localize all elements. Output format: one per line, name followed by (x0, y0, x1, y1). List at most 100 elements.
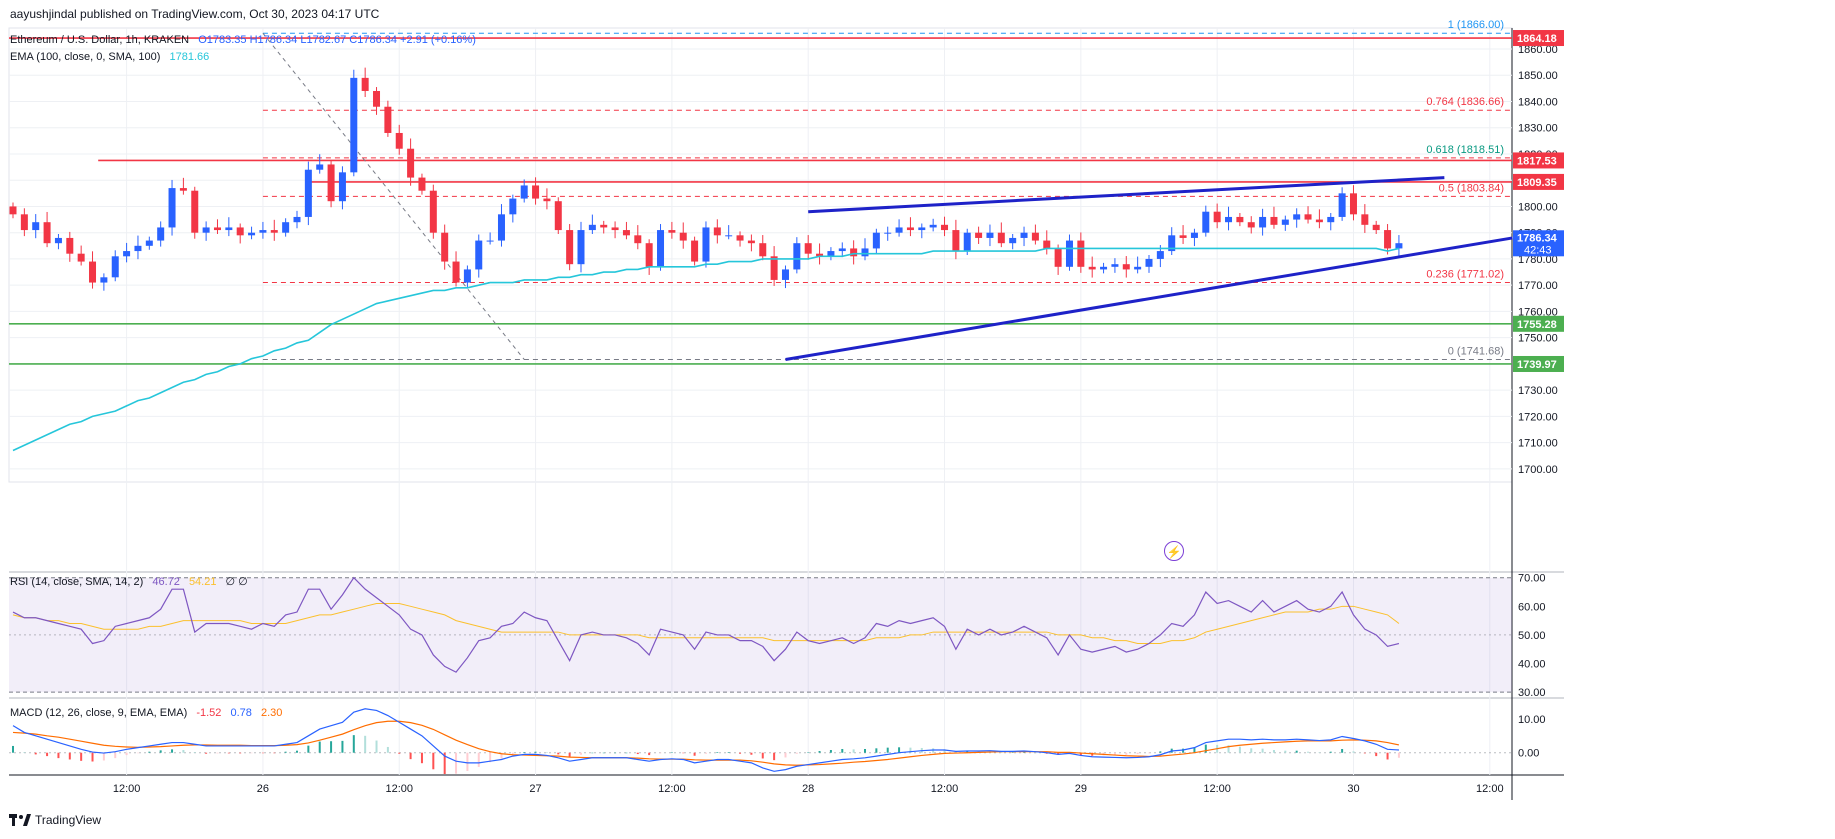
macd-histogram-bar (568, 752, 571, 757)
fibonacci-retracement: 1 (1866.00) 0.764 (1836.66) 0.618 (1818.51… (262, 19, 1512, 360)
rsi-tick-label: 30.00 (1518, 687, 1546, 699)
macd-histogram-bar (216, 752, 219, 754)
price-tick-label: 1720.00 (1518, 411, 1558, 423)
candle-body (134, 245, 142, 252)
macd-signal-value: 2.30 (260, 707, 283, 719)
macd-histogram-bar (807, 752, 810, 753)
candle-body (543, 198, 551, 202)
macd-histogram-bar (341, 740, 344, 753)
candle-body (497, 214, 505, 241)
macd-histogram-bar (875, 748, 878, 753)
time-tick-label: 12:00 (1476, 783, 1504, 795)
rsi-tick-label: 50.00 (1518, 630, 1546, 642)
macd-histogram-bar (330, 741, 333, 753)
macd-histogram-bar (318, 741, 321, 753)
lightning-icon[interactable]: ⚡ (1164, 541, 1184, 561)
candles (9, 67, 1403, 291)
macd-histogram-bar (795, 752, 798, 754)
current-price-label: 1786.34 (1517, 232, 1558, 244)
candle-body (248, 232, 256, 236)
candle-body (691, 240, 699, 262)
macd-histogram-bar (1193, 747, 1196, 753)
candle-body (338, 172, 346, 202)
candle-body (986, 232, 994, 238)
macd-histogram-bar (750, 752, 753, 755)
candle-body (1338, 193, 1346, 217)
rsi-ma-value: 54.21 (188, 576, 217, 588)
footer[interactable]: TradingView (9, 813, 101, 827)
trendlines (785, 176, 1513, 361)
macd-histogram-bar (784, 752, 787, 758)
macd-histogram-bar (489, 752, 492, 763)
candle-body (781, 269, 789, 280)
macd-histogram-bar (545, 752, 548, 753)
candle-body (941, 224, 949, 231)
candle-body (304, 169, 312, 217)
candle-body (213, 227, 221, 231)
horizontal-levels (9, 37, 1512, 365)
candle-body (361, 77, 369, 91)
candle-body (373, 90, 381, 107)
macd-histogram-bar (273, 752, 276, 754)
macd-histogram-bar (1238, 746, 1241, 753)
macd-histogram-bar (386, 746, 389, 753)
macd-histogram-bar (1034, 752, 1037, 754)
rsi-tick-label: 60.00 (1518, 601, 1546, 613)
price-tick-label: 1710.00 (1518, 438, 1558, 450)
macd-histogram-bar (648, 752, 651, 756)
candle-body (702, 227, 710, 262)
candle-body (1111, 264, 1119, 267)
macd-histogram-bar (659, 752, 662, 754)
candle-body (1247, 222, 1255, 228)
candle-body (1349, 193, 1357, 215)
macd-histogram-bar (625, 752, 628, 754)
candle-body (1145, 258, 1153, 267)
candle-body (1054, 248, 1062, 267)
ema-line (12, 247, 1400, 452)
macd-histogram-bar (1136, 752, 1139, 755)
trendline (785, 236, 1513, 361)
macd-histogram-bar (1352, 751, 1355, 753)
level-price-tag-label: 1755.28 (1517, 319, 1557, 331)
symbol-legend: Ethereum / U.S. Dollar, 1h, KRAKEN O1783… (10, 34, 482, 46)
macd-histogram-bar (580, 752, 582, 755)
macd-histogram-bar (898, 747, 901, 753)
macd-histogram-bar (943, 749, 946, 753)
macd-histogram-bar (818, 751, 821, 753)
price-tick-label: 1800.00 (1518, 201, 1558, 213)
candle-body (1270, 216, 1278, 225)
macd-histogram-bar (34, 752, 37, 755)
macd-line (12, 708, 1399, 772)
candle-body (725, 235, 733, 237)
level-price-tag-label: 1809.35 (1517, 177, 1557, 189)
fib-level-label: 1 (1866.00) (1448, 19, 1504, 31)
level-price-tag (1513, 152, 1564, 169)
time-tick-label: 12:00 (113, 783, 141, 795)
candle-body (1372, 224, 1380, 231)
candle-body (1077, 240, 1085, 267)
symbol-label: Ethereum / U.S. Dollar, 1h, KRAKEN (10, 34, 190, 46)
macd-histogram-bar (46, 752, 49, 757)
candle-body (1168, 235, 1176, 252)
macd-histogram-bar (761, 752, 764, 759)
ema-label: EMA (100, close, 0, SMA, 100) (10, 51, 161, 63)
macd-histogram-bar (909, 747, 912, 753)
macd-histogram-bar (966, 751, 969, 753)
candle-body (816, 253, 824, 257)
time-tick-label: 29 (1075, 783, 1087, 795)
candle-body (20, 214, 28, 231)
candle-body (327, 164, 335, 202)
macd-histogram-bar (1125, 752, 1128, 755)
macd-histogram-bar (534, 751, 537, 753)
current-price-tag (1513, 230, 1564, 257)
level-price-tag-label: 1739.97 (1517, 359, 1557, 371)
candle-body (77, 253, 85, 262)
macd-histogram-bar (841, 748, 844, 753)
macd-histogram-bar (1284, 750, 1287, 753)
candle-body (929, 224, 937, 228)
candle-body (1259, 216, 1267, 228)
candle-body (1293, 214, 1301, 220)
macd-histogram-bar (477, 752, 480, 767)
candle-body (906, 227, 914, 231)
